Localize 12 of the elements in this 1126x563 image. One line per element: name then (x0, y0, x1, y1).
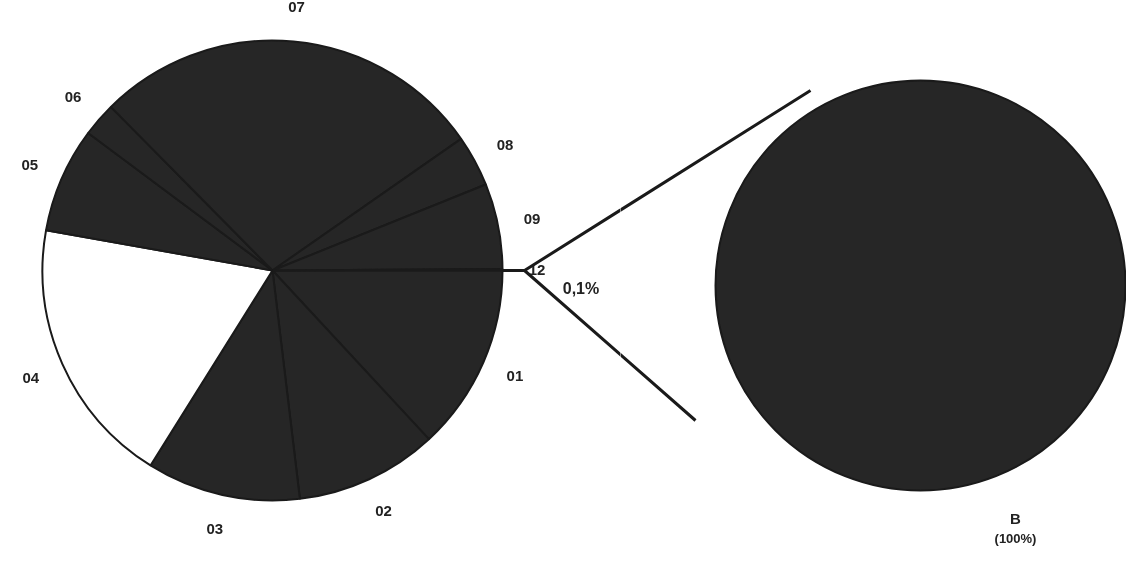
data-label: 0,1% (562, 280, 600, 298)
slice-label: B (1010, 510, 1022, 527)
slice-label: 03 (206, 519, 224, 537)
slice-label: 06 (64, 87, 82, 105)
slice-label: 02 (375, 501, 392, 519)
slice-label: 08 (496, 135, 514, 153)
slice-label: 01 (506, 367, 524, 385)
slice-label: 05 (21, 156, 39, 174)
data-label: (100%) (994, 531, 1037, 546)
slice-label: 09 (523, 210, 541, 228)
slice-label: 04 (22, 368, 40, 386)
slice-label: 07 (288, 0, 305, 16)
